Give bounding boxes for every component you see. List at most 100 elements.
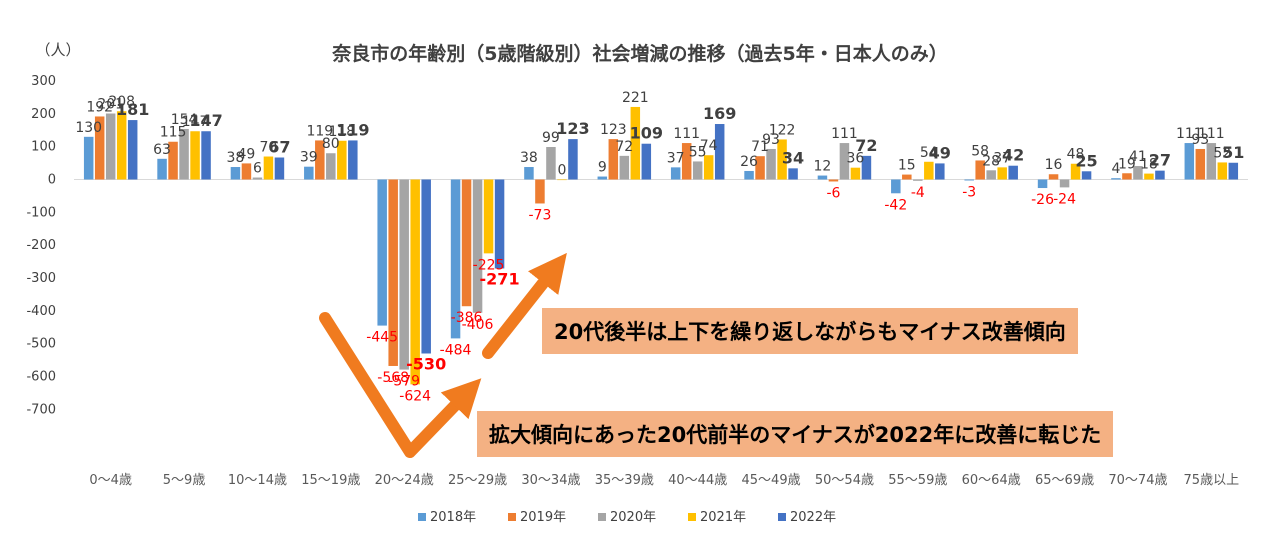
data-label-2018年-35～39歳: 9 bbox=[598, 160, 607, 176]
bar-2019年-45～49歳 bbox=[755, 156, 765, 180]
bar-2020年-50～54歳 bbox=[839, 143, 850, 180]
data-label-2018年-0～4歳: 130 bbox=[75, 120, 102, 136]
data-label-2018年-5～9歳: 63 bbox=[153, 142, 171, 158]
y-tick-label: 300 bbox=[31, 74, 56, 89]
x-tick-label: 5～9歳 bbox=[163, 473, 206, 488]
y-tick-label: 100 bbox=[31, 140, 56, 155]
y-tick-label: 200 bbox=[31, 107, 56, 122]
legend-label: 2021年 bbox=[700, 510, 746, 525]
x-tick-label: 35～39歳 bbox=[595, 473, 654, 488]
bar-2022年-50～54歳 bbox=[861, 155, 872, 180]
bar-2020年-20～24歳 bbox=[399, 179, 409, 370]
data-label-2022年-5～9歳: 147 bbox=[189, 111, 222, 130]
x-tick-label: 20～24歳 bbox=[375, 473, 434, 488]
data-label-2019年-5～9歳: 115 bbox=[160, 125, 187, 141]
legend-label: 2022年 bbox=[790, 510, 836, 525]
bar-2021年-30～34歳 bbox=[557, 179, 567, 181]
bar-2019年-40～44歳 bbox=[681, 143, 692, 180]
bar-2019年-15～19歳 bbox=[315, 140, 325, 180]
data-label-2018年-75歳以上: 111 bbox=[1176, 126, 1203, 142]
bar-2018年-65～69歳 bbox=[1037, 179, 1048, 189]
x-tick-label: 30～34歳 bbox=[521, 473, 580, 488]
bar-2022年-5～9歳 bbox=[201, 131, 211, 180]
data-label-2020年-45～49歳: 93 bbox=[762, 132, 780, 148]
bar-2019年-0～4歳 bbox=[94, 116, 105, 180]
bar-2022年-55～59歳 bbox=[935, 163, 945, 180]
data-label-2022年-60～64歳: 42 bbox=[1002, 146, 1024, 165]
data-label-2018年-55～59歳: -42 bbox=[884, 197, 907, 213]
data-label-2022年-65～69歳: 25 bbox=[1075, 151, 1097, 170]
data-label-2022年-55～59歳: 49 bbox=[929, 143, 951, 162]
data-label-2020年-0～4歳: 201 bbox=[97, 97, 124, 113]
data-label-2021年-0～4歳: 208 bbox=[108, 94, 135, 110]
bar-2018年-70～74歳 bbox=[1111, 178, 1121, 180]
data-label-2021年-70～74歳: 18 bbox=[1140, 157, 1158, 173]
data-label-2022年-75歳以上: 51 bbox=[1222, 143, 1244, 162]
x-tick-label: 70～74歳 bbox=[1108, 473, 1167, 488]
arrow-late-twenties bbox=[482, 252, 567, 359]
bar-2019年-25～29歳 bbox=[461, 179, 472, 307]
bar-2022年-45～49歳 bbox=[788, 168, 798, 180]
bar-2020年-10～14歳 bbox=[252, 177, 263, 180]
data-label-2019年-20～24歳: -568 bbox=[377, 370, 409, 386]
bar-2020年-5～9歳 bbox=[179, 128, 189, 180]
bar-2018年-45～49歳 bbox=[744, 170, 754, 180]
legend-swatch bbox=[418, 513, 426, 521]
x-tick-label: 45～49歳 bbox=[742, 473, 801, 488]
data-label-2018年-70～74歳: 4 bbox=[1111, 161, 1120, 177]
y-tick-label: -600 bbox=[26, 369, 56, 384]
data-label-2022年-0～4歳: 181 bbox=[116, 100, 149, 119]
y-axis-unit: （人） bbox=[35, 41, 80, 59]
legend-swatch bbox=[508, 513, 516, 521]
bar-2022年-20～24歳 bbox=[421, 179, 431, 354]
x-tick-label: 55～59歳 bbox=[888, 473, 947, 488]
data-label-2021年-55～59歳: 54 bbox=[920, 145, 938, 161]
bar-2019年-35～39歳 bbox=[608, 139, 619, 180]
bar-2018年-15～19歳 bbox=[304, 166, 314, 180]
data-label-2019年-25～29歳: -386 bbox=[451, 310, 483, 326]
bar-2021年-40～44歳 bbox=[703, 155, 714, 180]
chart-title: 奈良市の年齢別（5歳階級別）社会増減の推移（過去5年・日本人のみ） bbox=[331, 42, 947, 65]
legend-swatch bbox=[598, 513, 606, 521]
data-label-2019年-70～74歳: 19 bbox=[1118, 156, 1136, 172]
bar-2021年-50～54歳 bbox=[850, 167, 861, 180]
bar-2018年-5～9歳 bbox=[157, 158, 167, 180]
bar-2021年-70～74歳 bbox=[1144, 173, 1154, 180]
data-label-2021年-10～14歳: 70 bbox=[260, 140, 278, 156]
bar-2018年-60～64歳 bbox=[964, 179, 974, 181]
bar-2019年-75歳以上 bbox=[1195, 148, 1206, 180]
bar-2022年-30～34歳 bbox=[568, 139, 578, 180]
x-tick-label: 0～4歳 bbox=[89, 473, 132, 488]
bar-2022年-35～39歳 bbox=[641, 143, 652, 180]
bar-2018年-30～34歳 bbox=[524, 167, 534, 180]
legend-label: 2018年 bbox=[430, 510, 476, 525]
bar-2020年-25～29歳 bbox=[472, 179, 483, 313]
data-label-2020年-10～14歳: 6 bbox=[253, 161, 262, 177]
y-tick-label: -100 bbox=[26, 205, 56, 220]
bar-2019年-20～24歳 bbox=[388, 179, 398, 366]
data-label-2020年-15～19歳: 80 bbox=[322, 136, 340, 152]
bar-2020年-70～74歳 bbox=[1133, 166, 1143, 180]
bars-layer bbox=[83, 106, 1239, 385]
data-label-2019年-45～49歳: 71 bbox=[751, 139, 769, 155]
data-label-2019年-40～44歳: 111 bbox=[673, 126, 700, 142]
bar-2022年-0～4歳 bbox=[127, 120, 138, 180]
data-label-2020年-55～59歳: -4 bbox=[911, 185, 925, 201]
data-label-2022年-10～14歳: 67 bbox=[268, 138, 290, 157]
bar-2020年-60～64歳 bbox=[986, 170, 996, 180]
data-label-2019年-35～39歳: 123 bbox=[600, 122, 627, 138]
data-label-2019年-15～19歳: 119 bbox=[306, 123, 333, 139]
data-label-2020年-70～74歳: 41 bbox=[1129, 149, 1147, 165]
bar-2019年-30～34歳 bbox=[535, 179, 545, 204]
x-tick-label: 60～64歳 bbox=[962, 473, 1021, 488]
bar-2021年-75歳以上 bbox=[1217, 162, 1228, 180]
data-label-2020年-60～64歳: 28 bbox=[982, 153, 1000, 169]
data-label-2022年-30～34歳: 123 bbox=[556, 119, 589, 138]
y-tick-label: -400 bbox=[26, 304, 56, 319]
legend-swatch bbox=[688, 513, 696, 521]
data-label-2020年-5～9歳: 154 bbox=[171, 112, 198, 128]
data-label-2020年-50～54歳: 111 bbox=[831, 126, 858, 142]
bar-2020年-55～59歳 bbox=[913, 179, 923, 181]
data-label-2018年-25～29歳: -484 bbox=[440, 342, 472, 358]
